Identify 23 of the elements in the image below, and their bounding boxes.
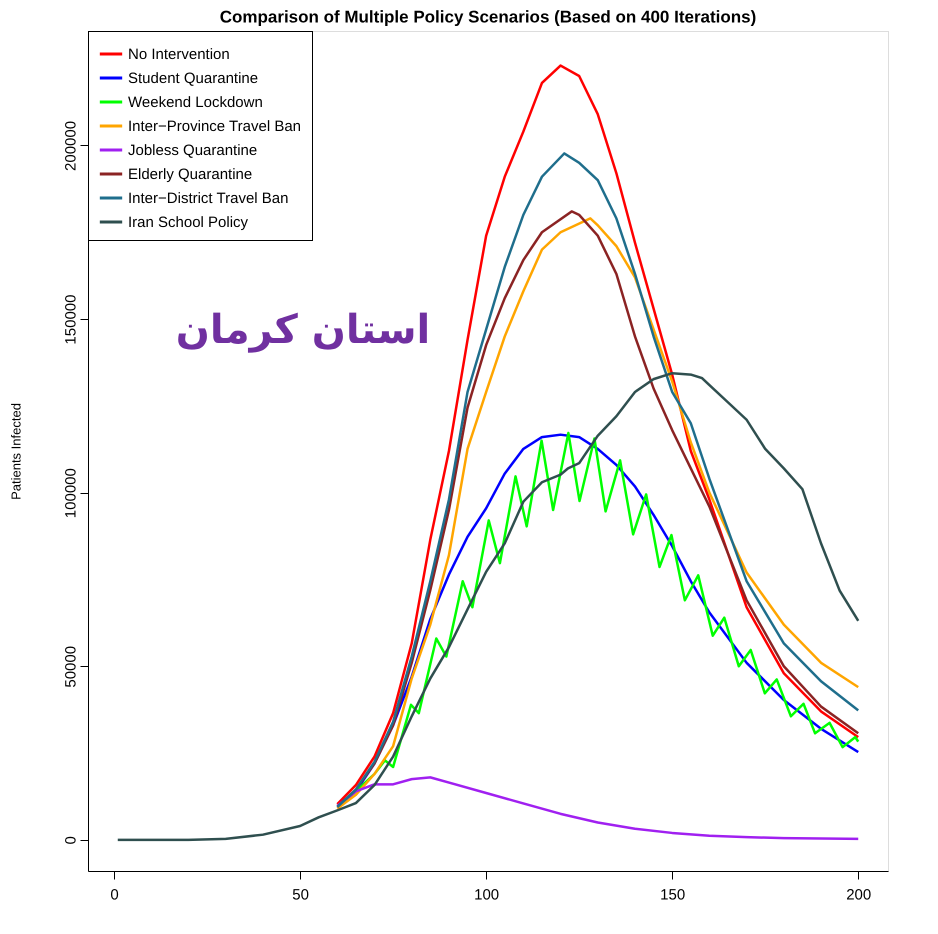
x-tick-label: 200 — [846, 886, 872, 904]
x-tick-label: 100 — [474, 886, 500, 904]
chart-title: Comparison of Multiple Policy Scenarios (Based on 400 Iterations) — [220, 8, 756, 26]
legend-label: Inter−District Travel Ban — [128, 190, 288, 207]
legend-label: Inter−Province Travel Ban — [128, 118, 302, 135]
legend-label: Weekend Lockdown — [128, 94, 263, 111]
annotation: استان کرمان — [176, 307, 430, 353]
legend-label: Elderly Quarantine — [128, 166, 252, 183]
y-axis-title: Patients Infected — [8, 403, 24, 500]
line-series — [116, 372, 860, 842]
legend-label: Jobless Quarantine — [128, 142, 258, 159]
x-tick-label: 150 — [660, 886, 686, 904]
line-series — [336, 776, 860, 840]
x-tick-label: 50 — [292, 886, 309, 904]
legend-label: Student Quarantine — [128, 70, 258, 87]
y-tick-label: 150000 — [62, 294, 80, 345]
y-tick-label: 100000 — [62, 468, 80, 518]
y-tick-label: 50000 — [62, 646, 80, 688]
legend-label: No Intervention — [128, 46, 230, 63]
y-tick-label: 0 — [62, 836, 80, 845]
x-tick-label: 0 — [110, 886, 119, 904]
legend-label: Iran School Policy — [128, 214, 249, 231]
y-tick-label: 200000 — [62, 120, 80, 171]
